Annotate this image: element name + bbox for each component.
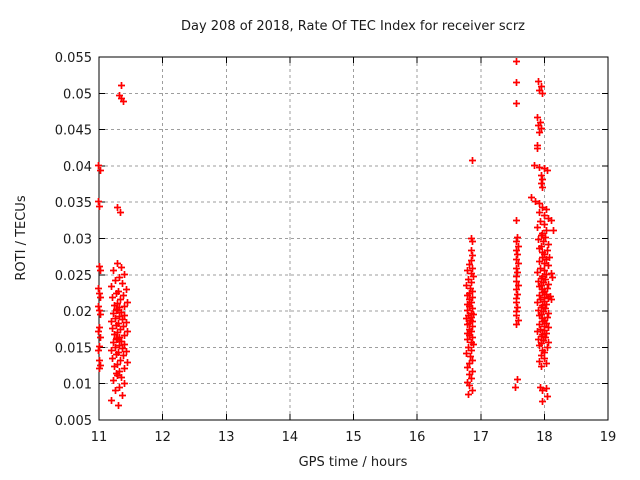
scatter-points [95,58,557,409]
grid-lines [99,57,608,420]
y-tick-label: 0.05 [63,87,92,102]
chart-title: Day 208 of 2018, Rate Of TEC Index for r… [181,19,525,34]
y-tick-label: 0.055 [55,51,92,66]
y-tick-label: 0.02 [63,305,92,320]
tick-labels: 11 12 13 14 15 16 17 18 19 0.005 0.01 0.015 0.02 0.02… [55,51,616,445]
x-tick-label: 19 [600,430,617,445]
data-point-markers [95,58,557,409]
x-axis-label: GPS time / hours [299,455,408,470]
x-tick-label: 13 [218,430,235,445]
x-tick-label: 11 [91,430,108,445]
y-tick-label: 0.005 [55,414,92,429]
y-tick-label: 0.01 [63,378,92,393]
y-tick-label: 0.045 [55,124,92,139]
x-tick-label: 12 [154,430,171,445]
x-tick-label: 18 [536,430,553,445]
y-tick-label: 0.03 [63,233,92,248]
y-tick-label: 0.025 [55,269,92,284]
x-tick-label: 16 [409,430,426,445]
y-axis-label: ROTI / TECUs [14,195,29,280]
y-tick-label: 0.015 [55,341,92,356]
x-tick-label: 15 [345,430,362,445]
y-tick-label: 0.04 [63,160,92,175]
y-tick-label: 0.035 [55,196,92,211]
x-tick-label: 14 [282,430,299,445]
x-tick-label: 17 [472,430,489,445]
